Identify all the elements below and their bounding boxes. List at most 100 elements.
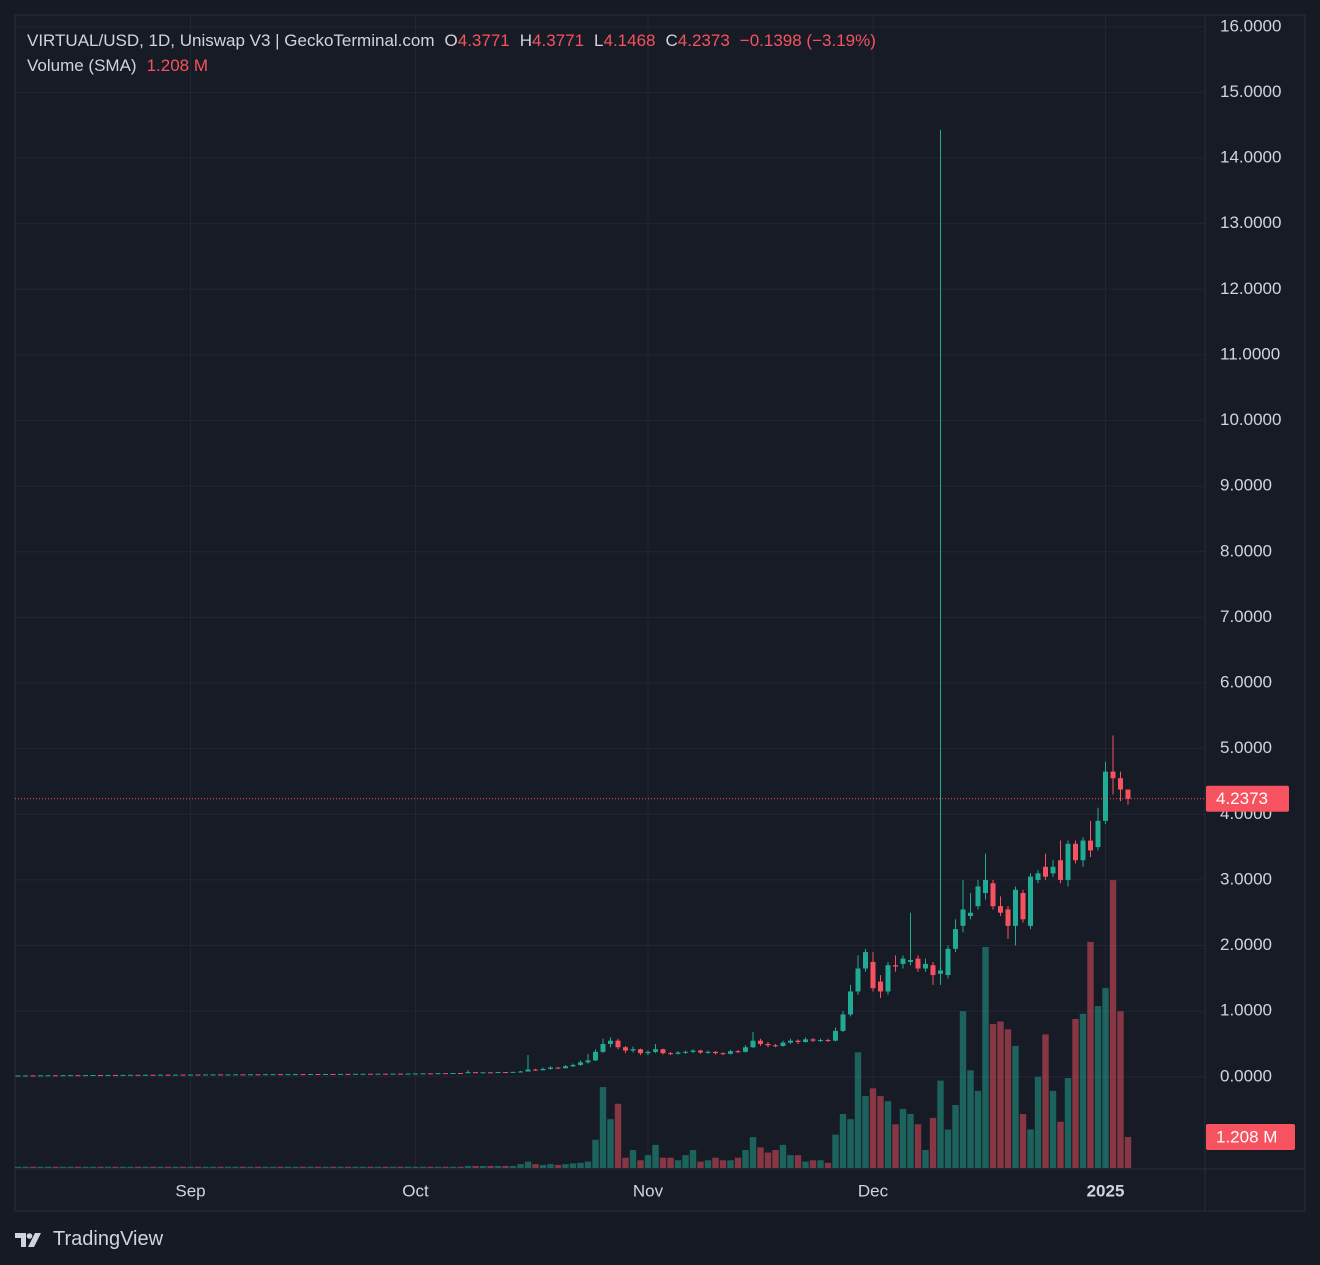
y-tick-label: 15.0000 <box>1220 82 1281 101</box>
candle-body <box>113 1074 118 1076</box>
volume-bar <box>157 1166 164 1168</box>
candle-body <box>323 1073 328 1075</box>
candle-body <box>473 1072 478 1074</box>
volume-bar <box>839 1114 847 1168</box>
volume-bar <box>1087 941 1094 1168</box>
candle-body <box>840 1014 846 1031</box>
axes: 0.00001.00002.00003.00004.00005.00006.00… <box>15 16 1295 1200</box>
candle-body <box>660 1049 666 1054</box>
high-value: 4.3771 <box>532 31 585 50</box>
candle-body <box>698 1050 703 1053</box>
candle-body <box>945 948 951 976</box>
candle-body <box>128 1074 133 1076</box>
volume-bar <box>232 1166 239 1168</box>
volume-bar <box>982 946 989 1168</box>
y-tick-label: 7.0000 <box>1220 607 1272 626</box>
volume-bar <box>524 1161 532 1168</box>
candle-body <box>983 879 988 894</box>
candle-body <box>38 1075 43 1077</box>
volume-pane <box>14 880 1132 1168</box>
candle-body <box>248 1074 253 1076</box>
candle-body <box>338 1073 343 1075</box>
x-tick-label: Nov <box>633 1181 664 1200</box>
candle-body <box>968 912 973 917</box>
candle-body <box>690 1050 696 1052</box>
volume-bar <box>944 1129 952 1168</box>
candle-body <box>45 1075 51 1077</box>
candle-body <box>938 970 943 974</box>
close-value: 4.2373 <box>677 31 730 50</box>
volume-bar <box>712 1157 719 1168</box>
candle-body <box>570 1064 576 1067</box>
volume-bar <box>464 1165 472 1168</box>
volume-bar <box>419 1166 427 1168</box>
candle-body <box>15 1075 21 1077</box>
candle-body <box>165 1074 171 1076</box>
candle-body <box>548 1067 553 1069</box>
volume-bar <box>44 1166 52 1168</box>
candle-body <box>330 1073 336 1075</box>
volume-bar <box>539 1164 547 1168</box>
candle-body <box>705 1051 711 1053</box>
volume-bar <box>442 1166 449 1168</box>
candle-body <box>428 1073 433 1075</box>
volume-bar <box>254 1166 262 1168</box>
candle-body <box>210 1074 216 1076</box>
volume-bar <box>659 1157 667 1168</box>
candle-body <box>188 1074 193 1076</box>
volume-bar <box>749 1137 757 1168</box>
candle-body <box>383 1073 388 1075</box>
candle-body <box>563 1066 568 1069</box>
candle-body <box>863 952 868 969</box>
candle-body <box>233 1074 238 1076</box>
volume-bar <box>202 1166 209 1168</box>
volume-bar <box>862 1096 869 1168</box>
candle-body <box>143 1074 148 1076</box>
candle-body <box>158 1074 163 1076</box>
volume-bar <box>37 1166 44 1168</box>
volume-bar <box>74 1166 82 1168</box>
volume-bar <box>329 1166 337 1168</box>
volume-bar <box>509 1165 517 1168</box>
volume-bar <box>989 1024 997 1168</box>
candle-body <box>870 961 876 989</box>
low-value: 4.1468 <box>603 31 656 50</box>
candle-body <box>225 1074 231 1076</box>
volume-bar <box>344 1166 352 1168</box>
volume-bar <box>434 1166 442 1168</box>
volume-bar <box>847 1119 854 1168</box>
candle-body <box>1095 820 1101 848</box>
candle-body <box>75 1075 81 1077</box>
volume-bar <box>832 1134 839 1168</box>
volume-bar <box>599 1087 607 1168</box>
candle-body <box>518 1071 523 1073</box>
candle-body <box>855 968 861 992</box>
candle-body <box>1050 866 1056 874</box>
candle-body <box>398 1073 403 1075</box>
volume-bar <box>292 1166 299 1168</box>
volume-bar <box>59 1166 67 1168</box>
candle-body <box>285 1074 291 1076</box>
volume-bar <box>119 1166 127 1168</box>
volume-bar <box>247 1166 254 1168</box>
candle-body <box>540 1068 546 1071</box>
volume-bar <box>322 1166 329 1168</box>
volume-bar <box>554 1164 562 1168</box>
volume-bar <box>614 1103 622 1168</box>
volume-bar <box>637 1160 644 1168</box>
candle-body <box>1020 893 1026 920</box>
candle-body <box>923 963 928 969</box>
volume-bar <box>547 1164 554 1168</box>
brand-name: TradingView <box>53 1228 164 1250</box>
candle-body <box>990 883 996 907</box>
volume-bar <box>974 1090 982 1168</box>
candle-body <box>825 1040 831 1042</box>
volume-bar <box>562 1164 569 1168</box>
volume-bar <box>1019 1114 1027 1168</box>
candle-body <box>23 1075 28 1077</box>
candle-body <box>315 1074 321 1076</box>
candle-body <box>615 1040 621 1048</box>
candle-body <box>900 958 906 964</box>
y-tick-label: 0.0000 <box>1220 1066 1272 1085</box>
candle-body <box>360 1073 366 1075</box>
